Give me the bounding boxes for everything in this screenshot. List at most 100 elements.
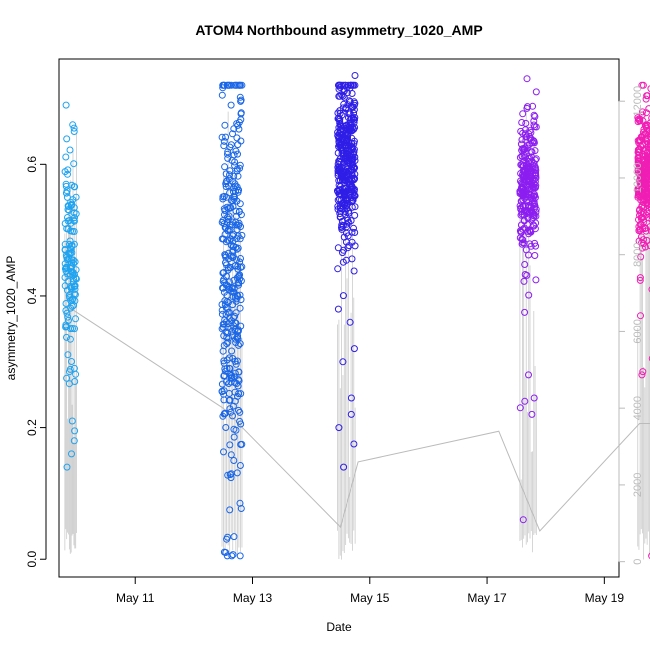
data-point bbox=[68, 450, 75, 458]
data-point bbox=[636, 163, 644, 171]
data-point bbox=[230, 284, 238, 292]
data-point bbox=[68, 268, 76, 276]
data-point bbox=[70, 124, 78, 132]
x-axis-label: Date bbox=[326, 620, 352, 634]
data-point bbox=[648, 125, 650, 132]
data-point bbox=[236, 408, 244, 416]
data-point bbox=[350, 345, 358, 353]
data-point bbox=[646, 194, 650, 201]
data-point bbox=[228, 347, 236, 355]
data-point bbox=[648, 131, 650, 138]
data-point bbox=[224, 148, 232, 156]
data-point bbox=[70, 364, 78, 372]
data-point bbox=[219, 217, 227, 225]
data-point bbox=[227, 374, 235, 382]
data-point bbox=[235, 406, 242, 414]
data-point bbox=[341, 211, 349, 219]
y-axis: 0.0 0.2 0.4 0.6 bbox=[25, 156, 47, 568]
data-point bbox=[350, 267, 358, 275]
data-point bbox=[66, 237, 74, 245]
data-point bbox=[518, 235, 526, 243]
right-tick-label: 4000 bbox=[632, 396, 644, 420]
data-point bbox=[61, 168, 69, 176]
data-point bbox=[641, 122, 649, 130]
data-point bbox=[226, 365, 234, 373]
data-point bbox=[219, 324, 227, 331]
data-point bbox=[338, 221, 346, 229]
data-point bbox=[219, 81, 227, 89]
data-point bbox=[220, 192, 228, 200]
data-point bbox=[519, 162, 527, 170]
data-point bbox=[532, 276, 540, 284]
data-point bbox=[68, 417, 76, 425]
data-point bbox=[70, 128, 78, 135]
data-point bbox=[525, 371, 532, 379]
data-point bbox=[338, 124, 346, 132]
right-tick-label: 6000 bbox=[632, 319, 644, 343]
data-point bbox=[347, 410, 355, 418]
data-point bbox=[68, 249, 76, 257]
data-point bbox=[234, 335, 242, 343]
data-point bbox=[334, 160, 342, 168]
data-point bbox=[64, 206, 72, 214]
data-point bbox=[521, 217, 528, 225]
data-point bbox=[64, 270, 71, 278]
data-point bbox=[226, 441, 234, 449]
data-point bbox=[67, 325, 75, 333]
data-point bbox=[226, 171, 233, 179]
data-point bbox=[231, 369, 239, 377]
data-point bbox=[519, 236, 527, 244]
data-point bbox=[522, 246, 530, 254]
data-point bbox=[521, 179, 529, 187]
data-point bbox=[225, 212, 233, 220]
data-point bbox=[235, 125, 243, 133]
data-point bbox=[233, 256, 240, 264]
data-point bbox=[226, 405, 234, 413]
data-point bbox=[638, 371, 646, 379]
data-point bbox=[638, 81, 646, 89]
data-point bbox=[350, 224, 357, 232]
data-point bbox=[225, 354, 233, 362]
data-point bbox=[221, 279, 229, 287]
data-point bbox=[227, 408, 235, 416]
data-point bbox=[340, 176, 348, 184]
data-point bbox=[63, 374, 71, 382]
data-point bbox=[70, 275, 77, 283]
data-point bbox=[224, 150, 231, 158]
data-point bbox=[339, 292, 347, 300]
data-point bbox=[232, 335, 239, 343]
data-point bbox=[648, 195, 650, 201]
data-point bbox=[68, 358, 75, 365]
data-point bbox=[221, 163, 229, 171]
data-point bbox=[235, 207, 243, 215]
data-point bbox=[349, 114, 357, 122]
data-point bbox=[222, 549, 230, 556]
data-point bbox=[229, 301, 237, 309]
data-point bbox=[66, 283, 74, 290]
data-point bbox=[336, 115, 344, 123]
data-point bbox=[230, 288, 238, 296]
data-point bbox=[222, 133, 230, 141]
data-point bbox=[220, 396, 228, 404]
data-point bbox=[532, 88, 540, 96]
data-point bbox=[222, 272, 230, 280]
data-point bbox=[236, 462, 244, 469]
data-point bbox=[227, 204, 235, 211]
data-point bbox=[643, 122, 650, 129]
x-axis: May 11 May 13 May 15 May 17 May 19 bbox=[116, 576, 624, 605]
data-point bbox=[339, 358, 347, 366]
right-tick-label: 0 bbox=[632, 559, 644, 565]
count-line-path bbox=[70, 307, 650, 532]
data-point bbox=[61, 240, 69, 248]
data-point bbox=[70, 259, 77, 267]
data-point bbox=[227, 451, 235, 459]
right-tick-label: 12000 bbox=[632, 86, 644, 117]
data-point bbox=[219, 277, 227, 285]
data-point bbox=[219, 347, 227, 355]
data-point bbox=[636, 276, 644, 284]
data-point bbox=[345, 97, 353, 105]
data-point bbox=[68, 263, 76, 271]
data-point bbox=[229, 551, 237, 559]
data-point bbox=[648, 552, 650, 560]
